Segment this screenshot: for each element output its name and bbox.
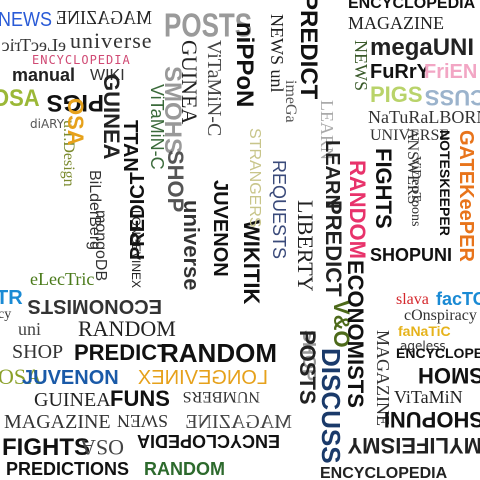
word-diary: diARY [30,117,65,131]
word-universe-tl: universe [70,28,153,53]
word-shopuni: SHOPUNI [370,245,453,265]
word-naturalborn: NaTuRaLBORN [368,107,480,127]
word-learn: LEARN [321,140,343,209]
word-wiki: WIKI [90,67,125,84]
word-shop-h: SHOP [12,341,64,363]
word-vitamin-v2: ViTaMiN-C [203,40,225,137]
word-encyclopedia-top: ENCYCLOPEDIA [348,0,476,12]
word-guinea-electric: GUINEA [177,40,202,125]
word-longevinex-h: LONGEVINEX [137,367,268,389]
word-osa-b: OSA [79,435,124,460]
word-ageless: ageless [400,339,446,353]
word-juvenon-h: JUVENON [22,367,119,389]
word-random-h2: RANDOM [160,338,277,368]
word-encyclopedia-pink: ENCYCLOPEDIA [32,53,131,67]
word-megauni: megaUNI [370,34,475,61]
word-fanatic: faNaTiC [398,323,451,339]
word-encyclopedia-b: ENCYCLOPEDIA [136,431,280,451]
word-nippon: niPPoN [231,22,258,108]
word-wikitik: WIKITIK [239,220,264,305]
word-predictions: PREDICTIONS [6,459,130,479]
word-electric-tl: eLecTric [1,35,66,55]
word-economists-v: ECONOMISTS [343,260,368,408]
word-uni-h: uni [18,319,42,339]
word-cy: cy [0,307,12,322]
word-mylifeismy: MYLIFEISMY [347,433,480,458]
word-economists-h: ECONOMISTS [27,295,162,317]
word-magazine-b: MAGAZINE [185,411,292,433]
word-cuss: CUSS [424,85,480,110]
word-juvenon-v: JUVENON [209,180,231,277]
word-liberty: LIBERTY [293,200,318,292]
word-gatekeeper: GATEKeePER [455,130,477,262]
word-conspiracy: cOnspiracy [404,307,477,324]
word-electric-v: eLecTric [30,269,95,289]
word-predict-h: PREDICT [74,340,171,365]
word-random-h1: RANDOM [78,316,176,341]
word-furry: FuRrY [370,61,430,83]
word-osa-green: OSA [0,364,43,389]
word-factor: facTOR [436,289,480,309]
word-videotoons: ViDeoToons [408,156,423,227]
word-frien: FriEN [424,61,478,83]
word-tr: TR [0,287,23,309]
word-ttan-v: TTAN [119,120,141,172]
word-mongodb: mongoDB [92,210,109,282]
word-magazine-bl: MAGAZINE [4,411,111,433]
word-discuss-v: DISCUSS [316,348,346,464]
word-noteskeeper: NOTESKEEPER [437,130,453,236]
word-news-tl: NEWS [0,9,52,31]
word-guinea-h: GUINEA [34,389,111,411]
word-fights-v: FIGHTS [371,148,396,229]
word-swen: SWEN [117,411,168,431]
word-numbers: NUMBERS [182,388,260,405]
word-news-v2: NEWS [351,40,371,91]
word-manual: manual [12,65,76,85]
word-funs: FUNS [110,386,170,411]
word-universe-v: universe [179,200,204,291]
word-bloatware: bloatWaRe [0,110,4,223]
word-posts-top: POSTS [164,5,253,45]
word-posts-v: POSTS [295,330,320,405]
word-shopuni-r: SHOPUNI [383,407,480,432]
word-magazine-tl: MAGAZINE [56,7,152,29]
word-longevinex-v: LONGEVINEX [129,210,143,289]
word-predict-top: PREDICT [295,0,322,100]
word-requests: REQUESTS [269,160,289,260]
word-vitamin-r: ViTaMiN [394,387,463,407]
word-magazine-top: MAGAZINE [348,13,444,33]
word-random-v: RANDOM [345,160,370,259]
word-osa-left: OSA [0,83,40,112]
word-osa-v: OSA [63,98,88,146]
word-fights-b: FIGHTS [2,434,90,461]
word-encyclopedia-br: ENCYCLOPEDIA [320,465,448,480]
word-universe-r: UNIVERSE [370,127,450,144]
word-smoh: SMOH [418,363,480,388]
word-slava: slava [396,291,429,308]
word-pigs-r: PIGS [370,82,423,107]
word-predict-v2: PREDICT [321,200,346,297]
word-random-b: RANDOM [144,459,225,479]
word-encyclopedia-r: ENCYCLOPEDIA [396,345,480,361]
word-strangers: STRANGERS [246,128,263,228]
